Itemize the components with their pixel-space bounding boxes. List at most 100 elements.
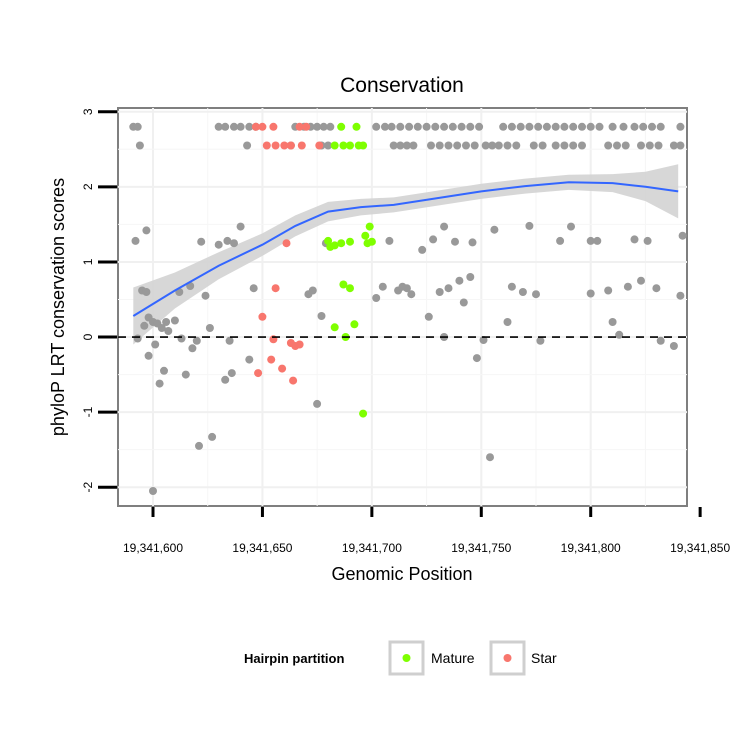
point-other — [214, 240, 223, 249]
point-other — [225, 336, 234, 345]
point-other — [608, 122, 617, 131]
point-other — [551, 122, 560, 131]
point-mature — [337, 239, 346, 248]
point-other — [479, 336, 488, 344]
point-other — [389, 141, 398, 150]
x-tick-label: 19,341,700 — [342, 541, 402, 555]
point-other — [236, 222, 245, 231]
point-other — [160, 366, 168, 375]
point-other — [669, 141, 678, 150]
smooth-trend-line — [132, 181, 679, 317]
point-other — [586, 122, 595, 131]
grid-lines — [118, 108, 687, 506]
point-other — [133, 334, 142, 343]
point-other — [569, 141, 578, 150]
point-mature — [346, 284, 354, 293]
point-other — [503, 141, 512, 150]
point-other — [459, 298, 468, 307]
point-other — [381, 122, 389, 131]
point-other — [516, 122, 525, 131]
point-other — [407, 290, 416, 299]
point-other — [637, 276, 645, 285]
point-other — [429, 235, 438, 244]
point-other — [308, 286, 317, 295]
point-other — [324, 141, 333, 150]
point-other — [402, 284, 411, 293]
legend-label-star: Star — [531, 650, 557, 666]
point-other — [427, 141, 435, 150]
point-other — [639, 122, 648, 131]
point-other — [455, 276, 464, 285]
point-other — [676, 141, 685, 150]
point-other — [230, 122, 238, 131]
point-star — [258, 312, 267, 321]
point-other — [486, 453, 494, 462]
point-other — [569, 122, 578, 131]
point-mature — [330, 141, 339, 150]
point-star — [271, 284, 280, 293]
chart-title: Conservation — [340, 74, 464, 97]
point-other — [656, 122, 665, 131]
point-star — [278, 364, 287, 373]
point-other — [440, 122, 449, 131]
point-other — [157, 324, 166, 332]
point-other — [181, 370, 190, 379]
point-other — [518, 288, 527, 296]
point-other — [621, 141, 630, 150]
point-other — [155, 379, 164, 388]
point-other — [444, 141, 453, 150]
point-other — [405, 122, 414, 131]
point-mature — [359, 141, 368, 150]
point-other — [227, 369, 236, 378]
point-other — [488, 141, 497, 150]
point-other — [378, 282, 387, 291]
point-other — [556, 236, 565, 245]
point-other — [643, 236, 652, 245]
point-other — [131, 236, 140, 245]
point-other — [188, 344, 197, 353]
plot-area — [117, 107, 688, 507]
point-other — [431, 122, 440, 131]
point-other — [567, 222, 575, 231]
point-other — [164, 327, 173, 335]
point-mature — [359, 409, 368, 418]
point-other — [144, 351, 153, 360]
legend: Hairpin partition Mature Star — [244, 640, 557, 676]
point-other — [669, 342, 678, 350]
point-other — [372, 294, 381, 302]
point-other — [142, 226, 151, 235]
point-other — [396, 122, 405, 131]
point-other — [630, 235, 639, 244]
point-mature — [330, 241, 339, 250]
point-other — [534, 122, 543, 131]
point-mature — [337, 122, 346, 131]
point-other — [413, 122, 422, 131]
point-star — [258, 122, 267, 131]
point-star — [271, 141, 280, 150]
point-other — [424, 312, 433, 321]
point-other — [151, 340, 160, 349]
y-axis: -2 -1 0 1 2 3 — [81, 108, 117, 493]
point-other — [512, 141, 521, 150]
legend-title: Hairpin partition — [244, 651, 344, 666]
point-other — [230, 239, 238, 248]
point-other — [645, 141, 654, 150]
point-star — [254, 369, 263, 378]
point-other — [613, 141, 621, 150]
point-star — [269, 122, 278, 131]
point-other — [142, 288, 151, 296]
point-other — [604, 141, 613, 150]
point-other — [418, 245, 427, 254]
point-other — [162, 318, 171, 326]
point-other — [197, 237, 206, 246]
point-other — [435, 288, 444, 296]
point-other — [468, 238, 477, 247]
point-other — [542, 122, 551, 131]
point-other — [192, 336, 201, 345]
point-other — [623, 282, 632, 291]
point-other — [578, 141, 586, 150]
point-other — [586, 236, 595, 245]
point-other — [444, 284, 453, 293]
point-other — [422, 122, 431, 131]
